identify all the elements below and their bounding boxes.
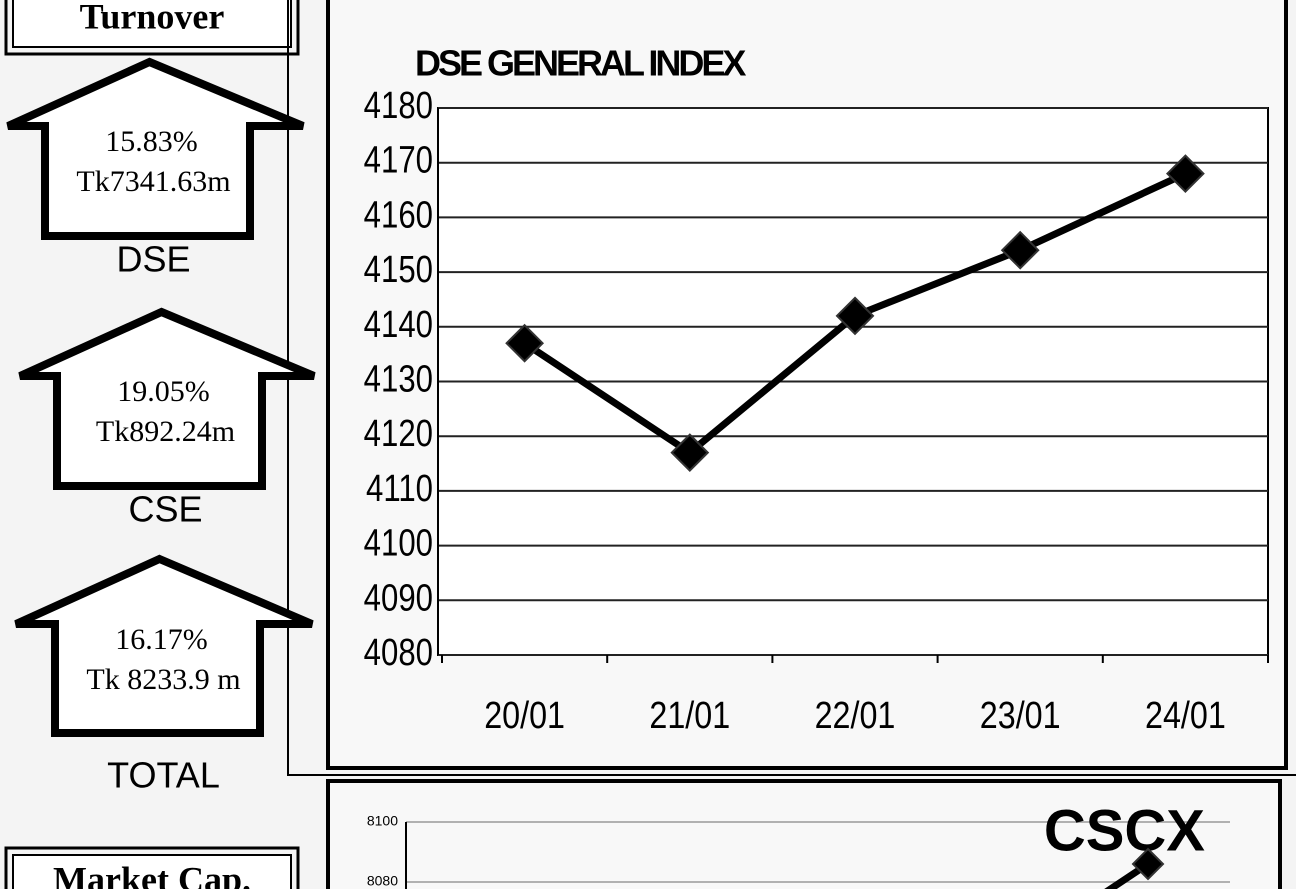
y-tick-label: 4090 [364,578,433,620]
turnover-percent: 19.05% [117,375,210,408]
market-label: TOTAL [107,755,220,796]
market-label: CSE [128,489,202,530]
frame-line [287,0,1296,776]
y-tick-label: 4120 [364,413,433,455]
up-arrow [6,57,305,240]
chart-title: CSCX [1044,798,1205,863]
heading-box [12,0,292,48]
data-point [1165,154,1205,194]
heading-frame [4,0,300,56]
turnover-amount: Tk7341.63m [76,165,230,198]
x-tick-label: 20/01 [484,695,565,737]
x-tick-label: 22/01 [815,695,896,737]
turnover-amount: Tk892.24m [96,415,235,448]
x-tick-label: 23/01 [980,695,1061,737]
y-tick-label: 8100 [367,813,398,829]
x-tick-label: 21/01 [649,695,730,737]
up-arrow [14,554,314,737]
charts: 4080 4090 4100 4110 4120 4130 4140 4150 4160 4170… [364,43,1269,889]
y-tick-label: 4160 [364,195,433,237]
turnover-percent: 15.83% [105,125,198,158]
chart-frame [326,779,1282,889]
up-arrow [18,307,316,490]
data-line [1104,861,1150,889]
turnover-amount: Tk 8233.9 m [86,663,240,696]
y-tick-label: 4140 [364,304,433,346]
y-tick-label: 4100 [364,523,433,565]
data-point [670,433,710,473]
y-tick-label: 8080 [367,873,398,889]
market-cap-heading: Market Cap. [53,859,251,889]
y-tick-label: 4150 [364,249,433,291]
data-point [1131,847,1165,881]
data-point [1000,230,1040,270]
data-point [835,296,875,336]
chart-title: DSE GENERAL INDEX [415,43,746,84]
y-tick-label: 4130 [364,359,433,401]
y-tick-label: 4170 [364,140,433,182]
turnover-arrows: 15.83% Tk7341.63m DSE 19.05% Tk892.24m CSE 16.… [6,57,316,796]
y-tick-label: 4180 [364,85,433,127]
heading-frame [4,846,300,889]
heading-box [12,854,292,889]
y-tick-label: 4110 [366,468,433,510]
turnover-percent: 16.17% [115,623,208,656]
market-label: DSE [116,239,190,280]
x-tick-label: 24/01 [1145,695,1226,737]
data-point [505,323,545,363]
y-tick-label: 4080 [364,632,433,674]
turnover-title: Turnover [80,0,225,36]
